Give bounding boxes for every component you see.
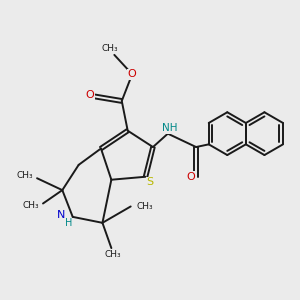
Text: CH₃: CH₃ (22, 201, 39, 210)
Text: CH₃: CH₃ (104, 250, 121, 259)
Text: S: S (146, 177, 154, 187)
Text: O: O (85, 90, 94, 100)
Text: NH: NH (163, 123, 178, 133)
Text: CH₃: CH₃ (16, 171, 33, 180)
Text: CH₃: CH₃ (102, 44, 118, 53)
Text: H: H (64, 218, 72, 228)
Text: O: O (128, 69, 136, 79)
Text: CH₃: CH₃ (136, 202, 153, 211)
Text: O: O (186, 172, 195, 182)
Text: N: N (57, 210, 66, 220)
